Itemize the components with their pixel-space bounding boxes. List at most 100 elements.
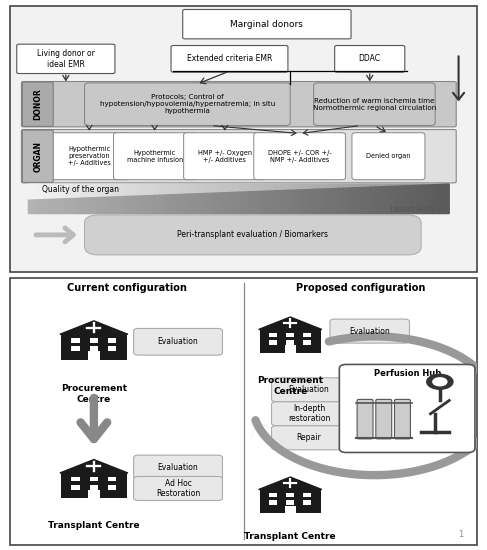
- Polygon shape: [381, 184, 386, 187]
- Polygon shape: [386, 184, 392, 186]
- FancyBboxPatch shape: [286, 500, 294, 505]
- Text: Denied organ: Denied organ: [366, 153, 411, 159]
- Text: Hypothermic
machine infusion: Hypothermic machine infusion: [127, 150, 183, 163]
- Polygon shape: [365, 184, 370, 188]
- Text: Extended criteria EMR: Extended criteria EMR: [187, 54, 272, 63]
- Polygon shape: [181, 194, 186, 213]
- Polygon shape: [297, 184, 302, 190]
- Polygon shape: [428, 184, 433, 185]
- Polygon shape: [407, 184, 412, 186]
- Polygon shape: [65, 199, 71, 213]
- FancyBboxPatch shape: [184, 133, 266, 180]
- Polygon shape: [302, 190, 307, 213]
- Text: 1: 1: [458, 530, 463, 539]
- Polygon shape: [60, 199, 65, 213]
- Polygon shape: [129, 184, 133, 196]
- Polygon shape: [234, 192, 239, 213]
- FancyBboxPatch shape: [48, 133, 131, 180]
- FancyBboxPatch shape: [269, 333, 277, 337]
- Polygon shape: [34, 184, 39, 200]
- Polygon shape: [102, 184, 107, 197]
- Text: ORGAN: ORGAN: [33, 141, 42, 172]
- Polygon shape: [44, 200, 50, 213]
- FancyBboxPatch shape: [90, 476, 98, 481]
- FancyBboxPatch shape: [113, 133, 196, 180]
- Polygon shape: [412, 184, 418, 185]
- Polygon shape: [291, 190, 297, 213]
- Polygon shape: [176, 184, 181, 195]
- FancyBboxPatch shape: [90, 346, 98, 351]
- Polygon shape: [191, 194, 197, 213]
- FancyBboxPatch shape: [260, 329, 320, 353]
- Polygon shape: [118, 184, 123, 197]
- Polygon shape: [423, 185, 428, 213]
- Polygon shape: [276, 191, 281, 213]
- Polygon shape: [313, 184, 318, 189]
- Polygon shape: [165, 184, 170, 195]
- Text: Evaluation: Evaluation: [158, 463, 198, 472]
- Polygon shape: [402, 184, 407, 186]
- FancyBboxPatch shape: [285, 345, 296, 353]
- Text: In-depth
restoration: In-depth restoration: [288, 404, 330, 424]
- FancyBboxPatch shape: [272, 402, 346, 426]
- Text: Evaluation: Evaluation: [289, 386, 329, 394]
- FancyBboxPatch shape: [352, 133, 425, 180]
- FancyBboxPatch shape: [286, 333, 294, 337]
- FancyBboxPatch shape: [330, 319, 410, 343]
- Polygon shape: [255, 191, 260, 213]
- Polygon shape: [160, 184, 165, 195]
- Polygon shape: [76, 198, 81, 213]
- FancyBboxPatch shape: [88, 490, 100, 498]
- Polygon shape: [92, 184, 97, 198]
- Polygon shape: [412, 185, 418, 213]
- FancyBboxPatch shape: [269, 493, 277, 497]
- Polygon shape: [423, 184, 428, 185]
- Polygon shape: [60, 460, 128, 473]
- FancyBboxPatch shape: [10, 6, 477, 272]
- Polygon shape: [97, 184, 102, 197]
- Polygon shape: [186, 184, 191, 194]
- FancyBboxPatch shape: [108, 476, 116, 481]
- Text: Lesion level: Lesion level: [390, 205, 435, 214]
- Polygon shape: [381, 186, 386, 213]
- Polygon shape: [144, 184, 150, 196]
- Text: DDAC: DDAC: [359, 54, 381, 63]
- FancyBboxPatch shape: [22, 130, 53, 183]
- Polygon shape: [28, 200, 34, 213]
- Text: Ad Hoc
Restoration: Ad Hoc Restoration: [156, 479, 200, 498]
- Polygon shape: [123, 196, 129, 213]
- FancyBboxPatch shape: [17, 44, 115, 74]
- Polygon shape: [155, 184, 160, 195]
- Polygon shape: [334, 184, 339, 189]
- Polygon shape: [234, 184, 239, 192]
- Polygon shape: [265, 191, 270, 213]
- Text: HMP +/- Oxygen
+/- Additives: HMP +/- Oxygen +/- Additives: [198, 150, 252, 163]
- FancyBboxPatch shape: [85, 215, 421, 255]
- Text: DHOPE +/- COR +/-
NMP +/- Additives: DHOPE +/- COR +/- NMP +/- Additives: [268, 150, 332, 163]
- Polygon shape: [328, 189, 334, 213]
- Polygon shape: [186, 194, 191, 213]
- FancyBboxPatch shape: [133, 328, 223, 355]
- Circle shape: [433, 378, 447, 386]
- Polygon shape: [28, 184, 34, 200]
- Polygon shape: [286, 190, 291, 213]
- FancyBboxPatch shape: [314, 83, 435, 125]
- Polygon shape: [212, 184, 218, 193]
- FancyBboxPatch shape: [85, 83, 290, 125]
- Polygon shape: [260, 191, 265, 213]
- Polygon shape: [50, 184, 55, 200]
- Polygon shape: [439, 184, 444, 213]
- Polygon shape: [65, 184, 71, 199]
- Polygon shape: [207, 193, 212, 213]
- Polygon shape: [370, 187, 375, 213]
- FancyBboxPatch shape: [303, 493, 311, 497]
- Text: Transplant Centre: Transplant Centre: [48, 521, 140, 530]
- Polygon shape: [92, 197, 97, 213]
- Text: Hypothermic
preservation
+/- Additives: Hypothermic preservation +/- Additives: [68, 146, 111, 166]
- Polygon shape: [150, 195, 155, 213]
- Polygon shape: [396, 184, 402, 186]
- Polygon shape: [107, 197, 112, 213]
- Polygon shape: [433, 185, 439, 213]
- Polygon shape: [50, 199, 55, 213]
- Polygon shape: [365, 187, 370, 213]
